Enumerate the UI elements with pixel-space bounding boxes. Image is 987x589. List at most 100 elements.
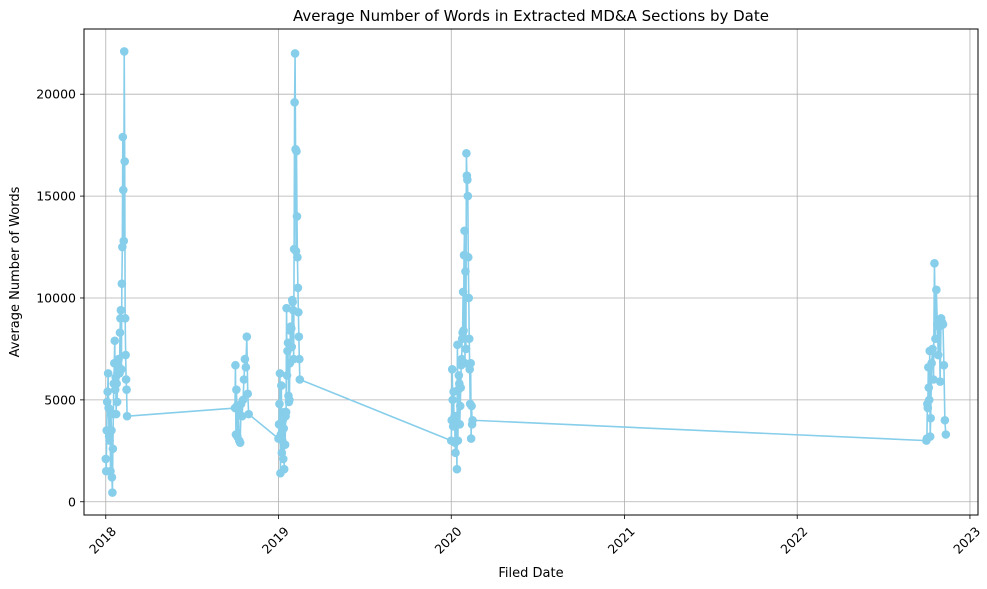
- data-point: [117, 365, 126, 374]
- data-point: [120, 157, 129, 166]
- grid-lines: [84, 29, 978, 515]
- data-point: [931, 334, 940, 344]
- data-point: [121, 375, 131, 384]
- data-point: [292, 146, 301, 156]
- data-point: [231, 360, 240, 370]
- data-point: [239, 375, 249, 384]
- data-point: [122, 385, 131, 394]
- data-point: [457, 334, 467, 344]
- data-point: [933, 350, 943, 360]
- data-point: [116, 305, 126, 315]
- data-point: [293, 252, 302, 262]
- data-point: [292, 212, 302, 221]
- data-point: [281, 407, 291, 417]
- data-point: [275, 399, 284, 409]
- data-point: [929, 375, 938, 384]
- data-point: [101, 454, 111, 464]
- data-point: [466, 434, 476, 443]
- data-point: [447, 365, 457, 374]
- data-point: [108, 444, 118, 454]
- y-axis-ticks: 0 5000 10000 15000 20000: [36, 87, 84, 509]
- data-point: [279, 424, 289, 433]
- y-tick-label: 15000: [36, 189, 76, 204]
- data-point: [923, 403, 933, 413]
- data-point: [279, 464, 289, 474]
- data-point: [285, 395, 294, 405]
- data-point: [107, 426, 116, 435]
- data-point: [282, 371, 292, 380]
- data-point: [941, 430, 951, 439]
- y-tick-label: 5000: [44, 392, 76, 407]
- y-tick-label: 0: [68, 494, 76, 509]
- y-tick-label: 10000: [36, 290, 76, 305]
- data-point: [932, 285, 941, 295]
- data-point: [464, 293, 474, 303]
- data-point: [275, 369, 285, 378]
- data-point: [467, 401, 476, 411]
- x-axis-label: Filed Date: [498, 566, 563, 581]
- data-point: [924, 395, 934, 405]
- data-point: [115, 328, 125, 337]
- data-point: [287, 342, 297, 352]
- data-point: [103, 369, 113, 378]
- data-point: [451, 448, 460, 458]
- data-point: [286, 324, 296, 333]
- data-point: [448, 395, 457, 405]
- data-point: [238, 395, 248, 405]
- chart-title: Average Number of Words in Extracted MD&…: [293, 7, 769, 25]
- data-point: [243, 389, 253, 399]
- data-point: [462, 149, 471, 158]
- data-point: [452, 464, 462, 474]
- data-point: [468, 415, 477, 425]
- data-point: [940, 415, 950, 425]
- data-point: [103, 387, 112, 397]
- data-point: [105, 436, 114, 445]
- data-point: [461, 344, 471, 354]
- data-point: [924, 383, 934, 392]
- data-point: [458, 287, 468, 297]
- y-axis-label: Average Number of Words: [8, 186, 23, 357]
- data-point: [463, 175, 472, 185]
- data-point: [121, 350, 130, 360]
- data-point: [118, 185, 128, 195]
- data-point: [244, 409, 253, 419]
- data-point: [107, 473, 117, 482]
- data-point: [453, 340, 462, 350]
- data-point: [117, 279, 127, 289]
- data-point: [290, 98, 299, 107]
- data-point: [459, 326, 468, 335]
- data-point: [122, 411, 132, 421]
- data-point: [112, 379, 121, 388]
- data-point: [455, 401, 465, 411]
- data-point: [111, 409, 121, 419]
- data-point: [466, 358, 475, 368]
- data-point: [278, 454, 288, 464]
- data-point: [112, 397, 122, 407]
- data-point: [290, 49, 300, 58]
- data-point: [453, 436, 463, 445]
- data-point: [460, 226, 469, 236]
- data-point: [120, 314, 130, 323]
- data-point: [930, 259, 939, 268]
- data-point: [237, 411, 247, 421]
- data-point: [119, 236, 129, 246]
- data-point: [456, 383, 466, 392]
- data-point: [464, 334, 474, 344]
- data-point: [280, 440, 290, 450]
- data-point: [454, 371, 464, 380]
- data-point: [461, 267, 470, 276]
- data-point: [110, 336, 120, 346]
- data-point: [242, 332, 252, 342]
- data-point: [927, 358, 936, 368]
- data-point: [935, 377, 945, 386]
- data-point: [282, 303, 291, 313]
- data-point: [241, 362, 251, 372]
- data-point: [939, 360, 949, 370]
- data-point: [118, 132, 128, 142]
- data-series: [101, 47, 951, 497]
- data-point: [463, 191, 473, 201]
- data-point: [926, 413, 935, 423]
- data-point: [114, 354, 123, 364]
